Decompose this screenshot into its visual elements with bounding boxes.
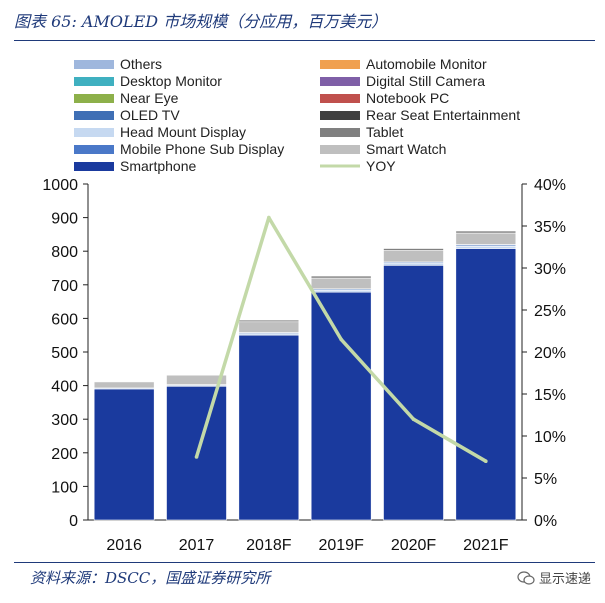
bar-tablet-2019f <box>310 275 372 279</box>
watermark: 显示速递 <box>517 568 591 587</box>
y-tick-label-800: 800 <box>51 244 78 261</box>
footer-divider <box>14 562 595 563</box>
legend-swatch-smart-watch <box>320 145 360 154</box>
y2-tick-label-5: 25% <box>534 303 566 320</box>
y2-tick-label-6: 30% <box>534 261 566 278</box>
y2-tick-label-7: 35% <box>534 219 566 236</box>
y2-tick-label-2: 10% <box>534 429 566 446</box>
bar-smart-watch-2016 <box>93 381 155 389</box>
yoy-point-0 <box>194 455 199 459</box>
y-tick-label-900: 900 <box>51 211 78 228</box>
bar-others-2021f <box>455 244 517 247</box>
bar-tablet-2021f <box>455 230 517 234</box>
y-tick-label-700: 700 <box>51 278 78 295</box>
yoy-point-4 <box>484 459 488 464</box>
bar-smartphone-2018f <box>238 334 300 521</box>
legend-swatch-rear-seat-entertainment <box>320 111 360 120</box>
y2-tick-label-4: 20% <box>534 345 566 362</box>
y2-tick-label-0: 0% <box>534 513 557 530</box>
bar-tablet-2018f <box>238 319 300 323</box>
legend-label-smartphone: Smartphone <box>120 158 196 174</box>
legend-label-automobile-monitor: Automobile Monitor <box>366 56 487 72</box>
chart-title: 图表 65: AMOLED 市场规模（分应用，百万美元） <box>14 12 388 31</box>
legend-swatch-smartphone <box>74 162 114 171</box>
legend-label-others: Others <box>120 56 162 72</box>
watermark-text: 显示速递 <box>538 572 591 587</box>
x-tick-label-2018f: 2018F <box>246 537 292 554</box>
bar-smart-watch-2017 <box>166 374 227 385</box>
y-tick-label-200: 200 <box>51 446 78 463</box>
legend-swatch-near-eye <box>74 94 114 103</box>
legend-label-near-eye: Near Eye <box>120 90 179 106</box>
y-tick-label-500: 500 <box>51 345 78 362</box>
bar-smart-watch-2021f <box>455 232 517 245</box>
legend-label-tablet: Tablet <box>366 124 403 140</box>
legend-label-digital-still-camera: Digital Still Camera <box>366 73 485 89</box>
x-tick-label-2017: 2017 <box>179 537 215 554</box>
legend-label-desktop-monitor: Desktop Monitor <box>120 73 222 89</box>
legend-swatch-tablet <box>320 128 360 137</box>
legend-label-head-mount-display: Head Mount Display <box>120 124 246 140</box>
wechat-icon <box>517 570 535 585</box>
legend-swatch-automobile-monitor <box>320 60 360 69</box>
legend-label-oled-tv: OLED TV <box>120 107 180 123</box>
bar-smartphone-2016 <box>93 388 155 521</box>
bar-tablet-2020f <box>383 248 444 251</box>
legend-label-notebook-pc: Notebook PC <box>366 90 449 106</box>
y-tick-label-0: 0 <box>69 513 78 530</box>
y-tick-label-600: 600 <box>51 311 78 328</box>
bar-smart-watch-2018f <box>238 321 300 333</box>
bar-smart-watch-2019f <box>310 277 372 290</box>
yoy-point-3 <box>411 417 416 422</box>
legend-swatch-others <box>74 60 114 69</box>
y-tick-label-300: 300 <box>51 412 78 429</box>
legend-swatch-digital-still-camera <box>320 77 360 86</box>
bar-smart-watch-2020f <box>383 250 444 263</box>
bar-smartphone-2020f <box>383 265 444 521</box>
y2-tick-label-3: 15% <box>534 387 566 404</box>
bar-head-mount-display-2021f <box>455 246 517 249</box>
legend-label-rear-seat-entertainment: Rear Seat Entertainment <box>366 107 520 123</box>
x-tick-label-2019f: 2019F <box>318 537 364 554</box>
x-tick-label-2016: 2016 <box>106 537 142 554</box>
title-divider <box>14 40 595 41</box>
legend-swatch-notebook-pc <box>320 94 360 103</box>
x-tick-label-2021f: 2021F <box>463 537 509 554</box>
legend-label-mobile-phone-sub-display: Mobile Phone Sub Display <box>120 141 284 157</box>
y2-tick-label-8: 40% <box>534 177 566 194</box>
legend-label-smart-watch: Smart Watch <box>366 141 446 157</box>
legend-swatch-desktop-monitor <box>74 77 114 86</box>
x-tick-label-2020f: 2020F <box>391 537 437 554</box>
y-tick-label-1000: 1000 <box>42 177 78 194</box>
y2-tick-label-1: 5% <box>534 471 557 488</box>
yoy-point-2 <box>339 337 343 342</box>
yoy-point-1 <box>267 215 271 220</box>
y-tick-label-100: 100 <box>51 479 78 496</box>
source-note: 资料来源：DSCC，国盛证券研究所 <box>30 569 271 587</box>
legend-swatch-oled-tv <box>74 111 114 120</box>
legend-swatch-head-mount-display <box>74 128 114 137</box>
legend-label-yoy: YOY <box>366 158 396 174</box>
y-tick-label-400: 400 <box>51 379 78 396</box>
bar-smartphone-2019f <box>310 291 372 521</box>
bar-smartphone-2021f <box>455 248 517 521</box>
legend-swatch-mobile-phone-sub-display <box>74 145 114 154</box>
